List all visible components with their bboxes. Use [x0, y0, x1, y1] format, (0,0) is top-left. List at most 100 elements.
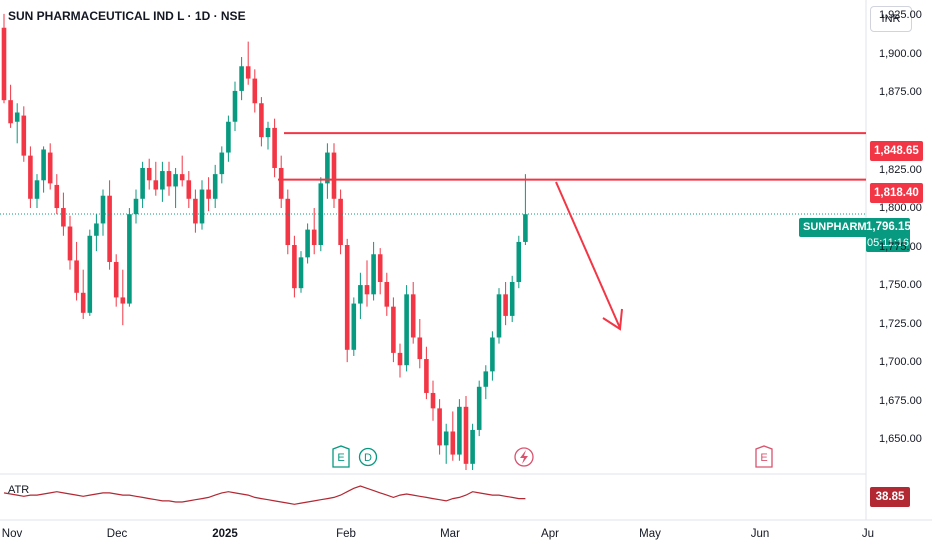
candle-body [120, 297, 126, 304]
candle-body [193, 198, 198, 224]
candle-body [1, 27, 7, 101]
last-price-badge: 1,796.15 05:11:16 [866, 218, 911, 252]
candle-body [166, 171, 172, 187]
candle-body [364, 285, 370, 295]
candle-body [509, 282, 515, 316]
svg-text:E: E [760, 452, 767, 464]
candle-body [219, 152, 225, 175]
candle-body [496, 294, 502, 338]
candle-body [490, 337, 495, 372]
candle-body [292, 245, 297, 289]
y-tick-label: 1,800.00 [879, 202, 922, 215]
candle-body [305, 229, 310, 258]
candle-body [67, 226, 73, 261]
candle-body [127, 214, 132, 304]
candle-body [252, 78, 258, 104]
y-tick-label: 1,775.00 [879, 240, 922, 253]
candle-body [186, 180, 192, 199]
candle-body [463, 406, 469, 464]
atr-line [3, 485, 526, 505]
candle-body [259, 103, 264, 138]
projection-arrow-shaft [555, 181, 621, 329]
chart-title: SUN PHARMACEUTICAL IND L · 1D · NSE [8, 9, 246, 23]
candle-body [146, 167, 152, 181]
candle-body [107, 195, 112, 262]
candle-body [34, 180, 40, 199]
earnings-marker-2[interactable]: E [755, 445, 773, 468]
earnings-marker-1[interactable]: E [332, 445, 350, 468]
candle-body [410, 294, 416, 338]
candle-body [470, 429, 475, 464]
candle-body [285, 198, 291, 246]
candle-body [41, 149, 46, 181]
y-tick-label: 1,875.00 [879, 86, 922, 99]
candle-body [503, 294, 508, 316]
y-tick-label: 1,925.00 [879, 9, 922, 22]
resistance-level-2-badge: 1,818.40 [870, 183, 923, 203]
candle-body [8, 100, 13, 124]
projection-arrow-head [602, 308, 623, 331]
candle-body [54, 184, 60, 209]
candle-body [140, 167, 145, 199]
candle-body [173, 174, 178, 187]
symbol-badge: SUNPHARMA [799, 218, 879, 237]
candle-body [371, 254, 376, 295]
candle-body [265, 127, 271, 138]
candle-body [424, 359, 429, 393]
y-tick-label: 1,700.00 [879, 356, 922, 369]
atr-indicator-label[interactable]: ATR [8, 484, 30, 496]
candle-body [358, 285, 363, 304]
x-tick-label: Nov [1, 528, 23, 540]
candle-body [206, 189, 211, 199]
candle-body [47, 152, 53, 184]
candle-body [377, 254, 383, 282]
lightning-event-icon[interactable] [514, 447, 534, 467]
x-tick-label: Dec [106, 528, 128, 540]
x-tick-label: Mar [440, 528, 460, 540]
currency-button[interactable]: INR [870, 6, 912, 32]
candle-body [437, 408, 442, 446]
candle-body [239, 66, 244, 91]
y-tick-label: 1,675.00 [879, 394, 922, 407]
y-tick-label: 1,825.00 [879, 163, 922, 176]
candle-body [61, 208, 66, 227]
candle-body [153, 180, 159, 190]
candle-body [179, 174, 185, 181]
dividend-marker[interactable]: D [358, 447, 378, 467]
candle-body [28, 155, 33, 199]
candle-body [14, 112, 20, 122]
candle-body [80, 292, 86, 313]
candle-body [430, 392, 436, 409]
candle-body [87, 235, 93, 313]
candle-body [397, 352, 403, 366]
candle-body [351, 303, 357, 350]
candle-body [199, 189, 205, 224]
candle-body [21, 115, 27, 156]
candle-body [272, 127, 277, 168]
svg-text:D: D [364, 452, 372, 464]
candle-body [298, 257, 304, 289]
candle-body [325, 152, 330, 184]
candle-body [483, 371, 489, 387]
candle-body [457, 406, 462, 455]
x-tick-label: May [639, 528, 661, 540]
candle-body [523, 214, 528, 242]
x-tick-label: 2025 [212, 528, 238, 540]
bar-countdown: 05:11:16 [866, 237, 909, 249]
y-tick-label: 1,650.00 [879, 433, 922, 446]
candle-body [278, 167, 284, 199]
candle-body [94, 223, 99, 236]
y-tick-label: 1,750.00 [879, 279, 922, 292]
candle-body [160, 171, 165, 190]
candle-body [344, 245, 350, 350]
atr-value-badge: 38.85 [870, 487, 910, 507]
candle-body [74, 260, 79, 293]
candle-body [318, 183, 324, 246]
candle-body [384, 282, 390, 307]
x-tick-label: Ju [861, 528, 875, 540]
candle-body [338, 198, 343, 246]
candle-body [212, 174, 218, 199]
x-tick-label: Feb [336, 528, 356, 540]
candle-body [311, 229, 317, 246]
